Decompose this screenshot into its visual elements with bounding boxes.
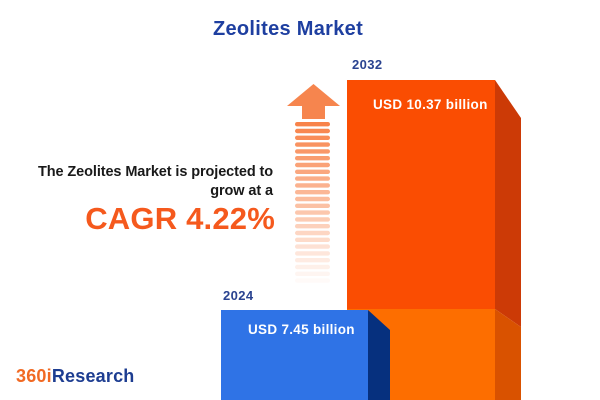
bar-label-2024: 2024 [223, 288, 254, 303]
bar-value-2032: USD 10.37 billion [373, 97, 488, 112]
tagline-line2: grow at a [210, 183, 273, 199]
tagline-line1: The Zeolites Market is projected to [38, 164, 273, 180]
bar-2032-face-top [347, 80, 495, 309]
cagr-value: CAGR 4.22% [85, 201, 275, 236]
growth-arrow-shaft [295, 122, 330, 283]
bar-label-2032: 2032 [352, 57, 383, 72]
logo-suffix: Research [51, 366, 135, 386]
bar-2032-side-bottom [495, 309, 521, 400]
bar-2032-side-top [495, 80, 521, 327]
page-title: Zeolites Market [212, 18, 364, 40]
tagline: The Zeolites Market is projected to grow… [38, 163, 273, 201]
company-logo: 360iResearch [16, 366, 135, 387]
bar-2024-side [368, 310, 390, 400]
bar-value-2024: USD 7.45 billion [248, 322, 355, 337]
logo-prefix: 360i [16, 366, 52, 386]
growth-arrow-head-icon [287, 84, 340, 106]
growth-arrow-neck [302, 105, 325, 119]
bar-2024-face [221, 310, 368, 400]
